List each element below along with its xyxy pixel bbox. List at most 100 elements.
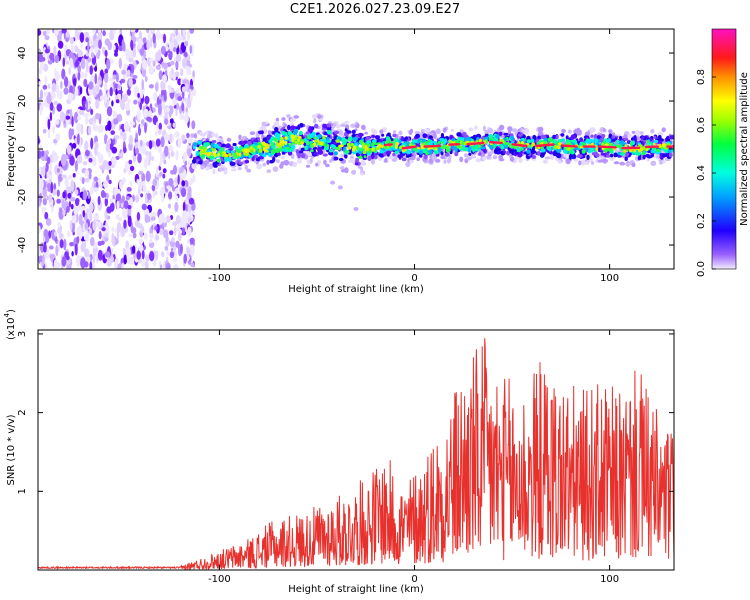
band-cell xyxy=(314,139,318,143)
noise-speckle xyxy=(113,44,116,51)
band-cell xyxy=(193,133,198,139)
noise-speckle xyxy=(106,165,112,171)
band-cell xyxy=(631,140,635,145)
noise-speckle xyxy=(158,94,162,100)
band-cell xyxy=(590,148,594,153)
noise-speckle xyxy=(172,47,177,52)
band-cell xyxy=(224,154,229,158)
noise-speckle xyxy=(140,257,145,267)
noise-speckle xyxy=(56,198,62,204)
band-cell xyxy=(325,163,330,168)
band-cell xyxy=(584,131,590,137)
noise-speckle xyxy=(49,161,53,171)
band-cell xyxy=(322,135,326,140)
band-cell xyxy=(230,168,237,172)
noise-speckle xyxy=(63,89,68,95)
band-cell xyxy=(488,151,493,155)
band-cell xyxy=(420,129,426,133)
noise-speckle xyxy=(144,122,147,134)
noise-speckle xyxy=(161,251,165,258)
noise-speckle xyxy=(55,133,60,142)
noise-speckle xyxy=(184,160,188,166)
noise-speckle xyxy=(186,132,190,138)
noise-speckle xyxy=(71,116,74,127)
band-cell xyxy=(351,169,357,175)
band-cell xyxy=(270,136,275,142)
band-cell xyxy=(638,144,643,148)
band-cell xyxy=(309,157,313,164)
band-cell xyxy=(348,159,354,163)
noise-speckle xyxy=(78,213,83,225)
band-cell xyxy=(608,133,613,139)
band-cell xyxy=(242,140,248,144)
band-cell xyxy=(459,156,464,163)
band-cell xyxy=(360,160,366,166)
noise-speckle xyxy=(181,134,186,142)
noise-speckle xyxy=(104,83,107,91)
noise-speckle xyxy=(175,215,181,225)
noise-speckle xyxy=(66,145,72,155)
band-cell xyxy=(401,148,406,153)
colorbar-tick-label-0.8: 0.8 xyxy=(696,69,707,85)
band-cell xyxy=(392,133,397,138)
band-cell xyxy=(305,164,311,168)
band-cell xyxy=(468,152,472,156)
band-cell xyxy=(669,135,674,140)
band-cell xyxy=(498,131,503,136)
noise-speckle xyxy=(84,71,87,80)
noise-speckle xyxy=(67,230,71,238)
band-cell xyxy=(225,143,231,149)
noise-speckle xyxy=(89,213,93,222)
band-cell xyxy=(310,149,314,153)
band-cell xyxy=(595,147,599,152)
noise-speckle xyxy=(54,71,61,82)
noise-speckle xyxy=(146,153,149,165)
band-cell xyxy=(503,132,509,136)
colorbar-tick-label-0.4: 0.4 xyxy=(696,165,707,181)
band-cell xyxy=(478,152,482,156)
noise-speckle xyxy=(181,180,186,187)
band-cell xyxy=(416,139,420,144)
noise-speckle xyxy=(39,104,42,116)
noise-speckle xyxy=(115,155,120,160)
band-cell xyxy=(308,141,313,144)
noise-speckle xyxy=(38,29,42,36)
noise-speckle xyxy=(112,110,118,119)
spectrogram-y-tick-label--40: -40 xyxy=(17,237,28,253)
noise-speckle xyxy=(184,40,189,47)
spectrogram-x-tick-label-0: 0 xyxy=(411,273,417,284)
noise-speckle xyxy=(165,215,171,223)
noise-speckle xyxy=(148,65,155,75)
band-cell xyxy=(211,131,215,138)
band-cell xyxy=(506,150,510,156)
band-cell xyxy=(237,167,242,171)
band-cell xyxy=(367,155,372,161)
noise-speckle xyxy=(136,250,141,260)
noise-speckle xyxy=(47,118,51,130)
noise-speckle xyxy=(77,64,81,73)
snr-scale-prefix: (x10 xyxy=(6,317,17,340)
noise-speckle xyxy=(73,204,79,216)
noise-speckle xyxy=(149,239,153,244)
noise-speckle xyxy=(84,140,89,152)
band-cell xyxy=(250,149,254,154)
noise-speckle xyxy=(77,133,80,145)
noise-speckle xyxy=(189,244,195,257)
band-cell xyxy=(627,133,632,138)
noise-speckle xyxy=(41,206,46,213)
noise-speckle xyxy=(58,207,63,213)
snr-scale-exponent: 4 xyxy=(3,312,11,317)
band-cell xyxy=(359,166,364,171)
noise-speckle xyxy=(126,69,131,77)
noise-speckle xyxy=(175,195,179,202)
noise-speckle xyxy=(189,29,195,34)
noise-speckle xyxy=(183,151,187,163)
band-cell xyxy=(570,134,577,139)
noise-speckle xyxy=(112,29,116,36)
noise-speckle xyxy=(132,75,138,79)
noise-speckle xyxy=(140,225,145,234)
noise-speckle xyxy=(57,226,62,235)
noise-speckle xyxy=(136,211,141,221)
noise-speckle xyxy=(160,33,164,40)
noise-speckle xyxy=(175,29,179,36)
